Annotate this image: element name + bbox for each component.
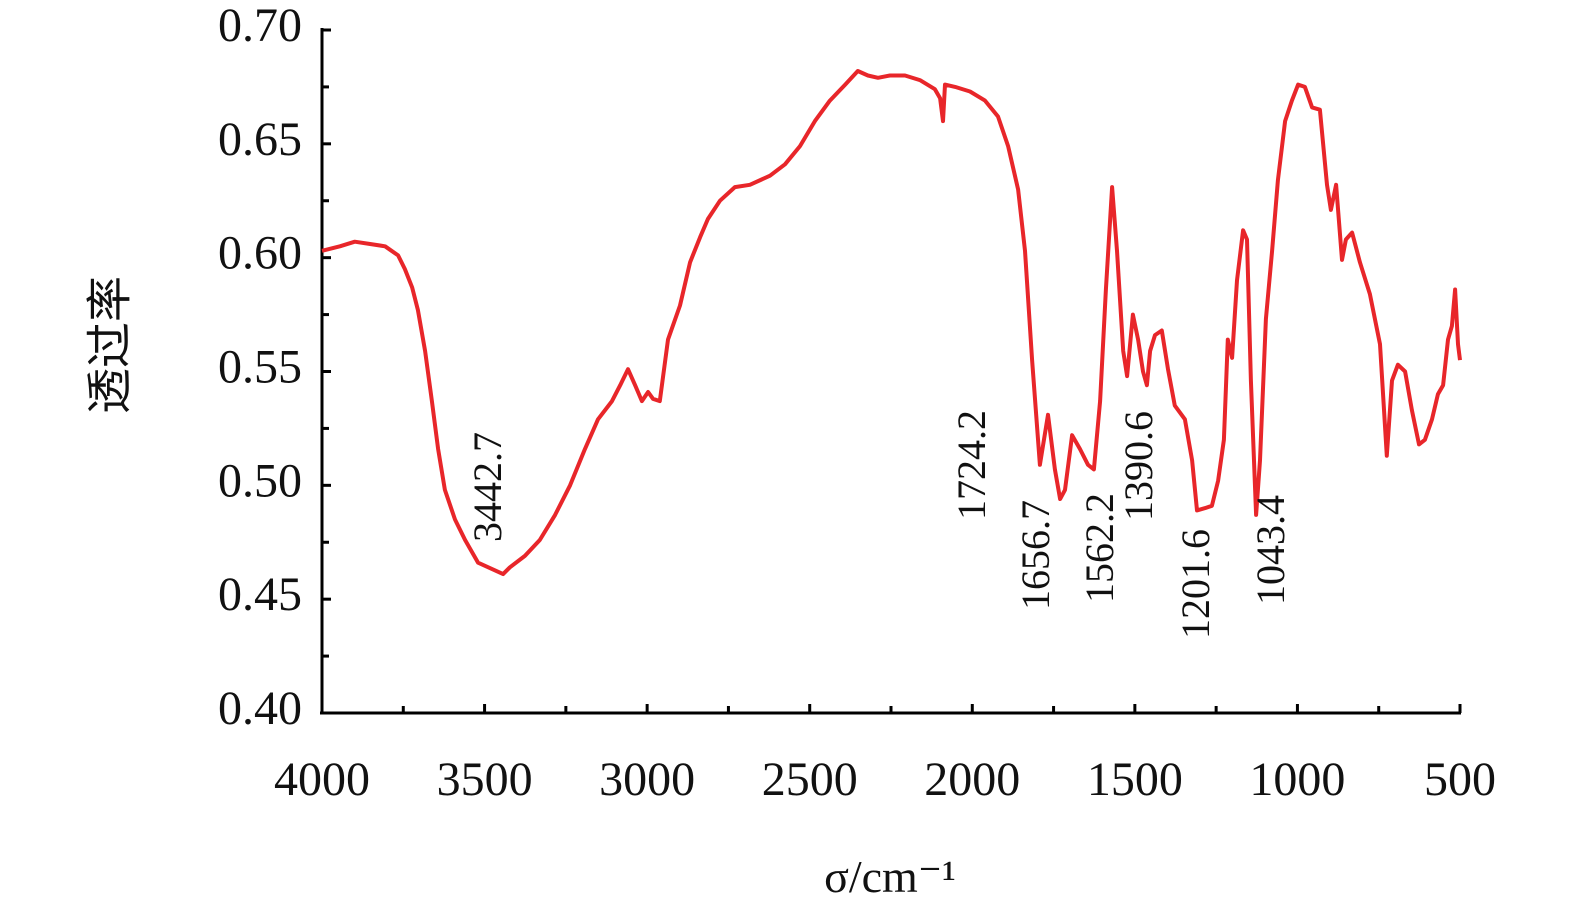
- x-tick-label: 2500: [762, 753, 858, 806]
- x-tick-label: 500: [1424, 753, 1496, 806]
- x-tick-label: 3000: [599, 753, 695, 806]
- y-tick-label: 0.45: [218, 568, 302, 621]
- y-tick-label: 0.60: [218, 227, 302, 280]
- x-axis-label: σ/cm⁻¹: [824, 851, 956, 902]
- peak-label: 1562.2: [1077, 493, 1122, 603]
- peak-label: 1201.6: [1173, 529, 1218, 639]
- peak-label: 3442.7: [465, 432, 510, 542]
- x-tick-label: 4000: [274, 753, 370, 806]
- y-tick-label: 0.70: [218, 0, 302, 52]
- y-tick-label: 0.65: [218, 113, 302, 166]
- peak-label: 1390.6: [1116, 411, 1161, 521]
- peak-label: 1043.4: [1248, 495, 1293, 605]
- x-tick-label: 3500: [437, 753, 533, 806]
- x-tick-label: 1000: [1249, 753, 1345, 806]
- y-tick-label: 0.50: [218, 454, 302, 507]
- y-tick-label: 0.55: [218, 341, 302, 394]
- peak-label: 1656.7: [1013, 500, 1058, 610]
- spectrum-line: [321, 69, 1462, 577]
- y-tick-label: 0.40: [218, 682, 302, 735]
- y-axis-label: 透过率: [85, 276, 136, 414]
- peak-label: 1724.2: [949, 410, 994, 520]
- x-tick-label: 2000: [924, 753, 1020, 806]
- x-tick-label: 1500: [1087, 753, 1183, 806]
